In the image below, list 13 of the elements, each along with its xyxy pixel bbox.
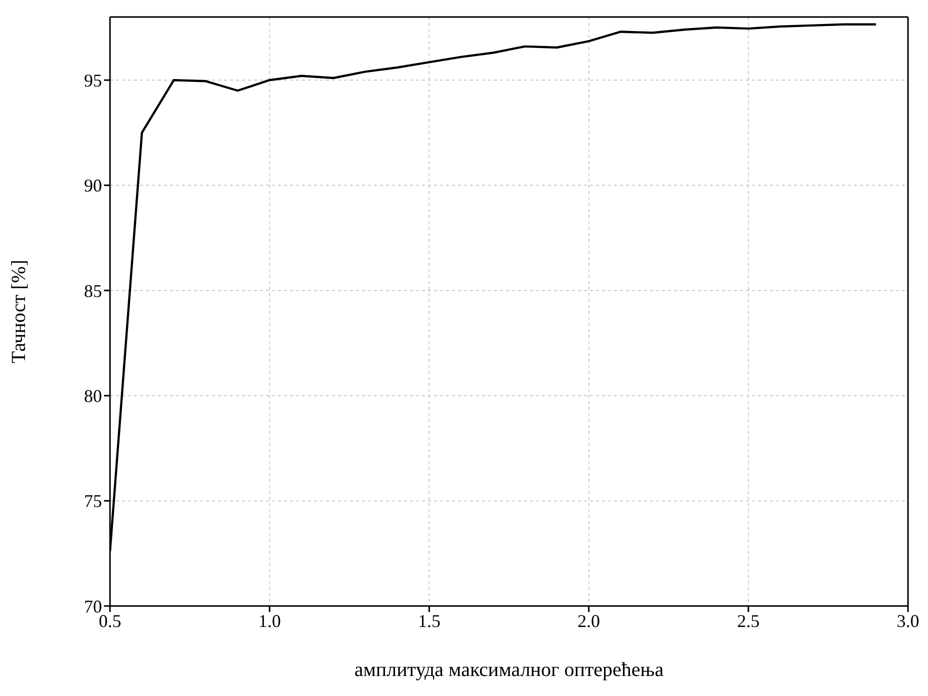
y-tick-label: 85 <box>84 280 102 301</box>
y-tick-label: 75 <box>84 491 102 512</box>
y-tick-label: 80 <box>84 386 102 406</box>
x-tick-label: 2.0 <box>578 610 600 631</box>
x-axis-title: амплитуда максималног оптерећења <box>354 659 664 681</box>
x-tick-label: 1.0 <box>258 610 281 631</box>
x-tick-label: 3.0 <box>896 610 920 631</box>
y-tick-label: 90 <box>84 176 102 196</box>
y-axis-title: Тачност [%] <box>8 260 30 364</box>
y-tick-label: 95 <box>84 70 102 90</box>
y-tick-label: 70 <box>84 596 102 616</box>
x-tick-label: 1.5 <box>418 610 440 631</box>
x-tick-label: 2.5 <box>737 610 760 631</box>
